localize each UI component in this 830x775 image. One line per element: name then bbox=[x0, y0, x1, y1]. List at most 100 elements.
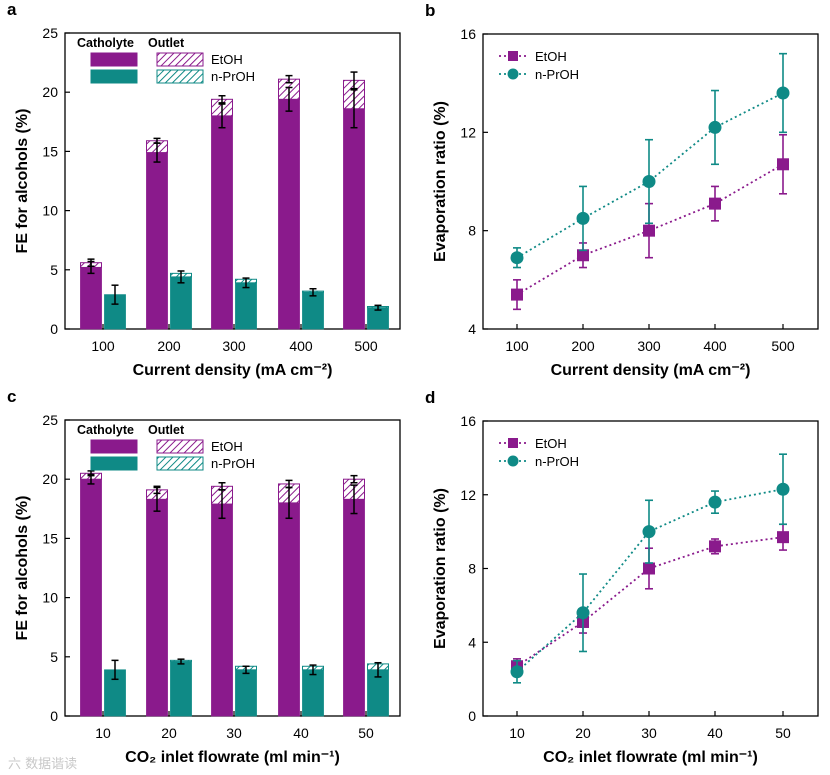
bar-etoh-catholyte bbox=[80, 478, 102, 717]
y-tick-label: 0 bbox=[50, 708, 58, 724]
panel-c: 0 5 10 15 20 25 10 20 30 40 50 CO₂ inlet flowrate (… bbox=[7, 387, 401, 766]
series-line-etoh bbox=[516, 163, 784, 296]
legend-label: n-PrOH bbox=[211, 456, 255, 471]
x-tick-label: 40 bbox=[707, 725, 723, 741]
y-tick-label: 4 bbox=[468, 321, 476, 337]
y-tick-label: 12 bbox=[460, 124, 476, 140]
data-point-circle bbox=[776, 86, 790, 100]
panel-letter: a bbox=[7, 0, 17, 19]
x-axis-label: Current density (mA cm⁻²) bbox=[551, 362, 751, 379]
series-line-n-proh bbox=[516, 92, 784, 259]
x-tick-label: 50 bbox=[358, 725, 374, 741]
panel-letter: c bbox=[7, 387, 16, 406]
legend-swatch-outlet bbox=[156, 439, 204, 454]
data-point-circle bbox=[708, 120, 722, 134]
x-tick-label: 10 bbox=[509, 725, 525, 741]
y-tick-label: 8 bbox=[468, 223, 476, 239]
data-point-circle bbox=[510, 665, 524, 679]
x-tick-label: 40 bbox=[293, 725, 309, 741]
bar-etoh-catholyte bbox=[146, 498, 168, 717]
y-axis-label: FE for alcohols (%) bbox=[14, 496, 31, 641]
data-point-circle bbox=[576, 606, 590, 620]
x-tick-label: 30 bbox=[226, 725, 242, 741]
x-tick-label: 300 bbox=[222, 338, 246, 354]
y-tick-label: 10 bbox=[42, 203, 58, 219]
bar-etoh-catholyte bbox=[343, 498, 365, 717]
bar-etoh-catholyte bbox=[343, 108, 365, 330]
data-point-circle bbox=[642, 525, 656, 539]
x-tick-label: 20 bbox=[161, 725, 177, 741]
legend-header-outlet: Outlet bbox=[148, 36, 185, 50]
data-point-square bbox=[643, 562, 655, 575]
y-axis-label: FE for alcohols (%) bbox=[14, 109, 31, 254]
y-tick-label: 16 bbox=[460, 26, 476, 42]
data-point-square bbox=[777, 531, 789, 544]
bar-n-proh-catholyte bbox=[235, 669, 257, 717]
data-point-square bbox=[777, 158, 789, 171]
bar-n-proh-catholyte bbox=[302, 291, 324, 330]
legend-swatch-catholyte bbox=[90, 69, 138, 84]
y-tick-label: 5 bbox=[50, 262, 58, 278]
legend-marker-circle bbox=[507, 455, 519, 467]
legend-swatch-catholyte bbox=[90, 439, 138, 454]
x-tick-label: 10 bbox=[95, 725, 111, 741]
bar-etoh-catholyte bbox=[80, 267, 102, 330]
data-point-circle bbox=[576, 211, 590, 225]
x-tick-label: 20 bbox=[575, 725, 591, 741]
data-point-square bbox=[709, 197, 721, 210]
legend-swatch-catholyte bbox=[90, 456, 138, 471]
x-tick-label: 100 bbox=[91, 338, 115, 354]
bar-etoh-catholyte bbox=[146, 152, 168, 330]
panel-letter: d bbox=[425, 388, 435, 407]
bar-etoh-catholyte bbox=[278, 98, 300, 330]
legend-label: n-PrOH bbox=[211, 69, 255, 84]
y-tick-label: 20 bbox=[42, 84, 58, 100]
x-tick-label: 200 bbox=[571, 338, 595, 354]
legend-label: n-PrOH bbox=[535, 67, 579, 82]
x-tick-label: 400 bbox=[703, 338, 727, 354]
bar-n-proh-catholyte bbox=[367, 307, 389, 330]
y-tick-label: 25 bbox=[42, 412, 58, 428]
y-tick-label: 12 bbox=[460, 487, 476, 503]
bar-etoh-catholyte bbox=[278, 502, 300, 717]
x-tick-label: 500 bbox=[354, 338, 378, 354]
data-point-circle bbox=[776, 482, 790, 496]
bar-n-proh-catholyte bbox=[170, 276, 192, 330]
y-tick-label: 4 bbox=[468, 634, 476, 650]
x-tick-label: 30 bbox=[641, 725, 657, 741]
x-tick-label: 500 bbox=[771, 338, 795, 354]
plot-frame bbox=[482, 33, 819, 330]
y-tick-label: 16 bbox=[460, 413, 476, 429]
y-tick-label: 15 bbox=[42, 143, 58, 159]
legend-marker-circle bbox=[507, 68, 519, 80]
y-axis-label: Evaporation ratio (%) bbox=[432, 488, 449, 649]
y-tick-label: 8 bbox=[468, 561, 476, 577]
data-point-circle bbox=[708, 495, 722, 509]
panel-a: 0 5 10 15 20 25 100 200 300 400 500 Current density… bbox=[7, 0, 401, 379]
bar-n-proh-catholyte bbox=[302, 669, 324, 717]
legend-label: n-PrOH bbox=[535, 454, 579, 469]
legend-label: EtOH bbox=[535, 436, 567, 451]
x-tick-label: 50 bbox=[775, 725, 791, 741]
legend-swatch-catholyte bbox=[90, 52, 138, 67]
legend-label: EtOH bbox=[535, 49, 567, 64]
y-tick-label: 25 bbox=[42, 25, 58, 41]
legend-header-catholyte: Catholyte bbox=[77, 36, 134, 50]
legend-swatch-outlet bbox=[156, 456, 204, 471]
watermark: 六 数据谐读 bbox=[8, 757, 77, 772]
y-tick-label: 0 bbox=[468, 708, 476, 724]
y-tick-label: 10 bbox=[42, 590, 58, 606]
bar-n-proh-catholyte bbox=[170, 661, 192, 717]
x-axis-label: Current density (mA cm⁻²) bbox=[133, 362, 333, 379]
bar-etoh-catholyte bbox=[211, 115, 233, 330]
legend-marker-square bbox=[508, 51, 518, 61]
y-tick-label: 20 bbox=[42, 471, 58, 487]
legend-label: EtOH bbox=[211, 439, 243, 454]
data-point-square bbox=[709, 540, 721, 553]
data-point-circle bbox=[510, 251, 524, 265]
x-tick-label: 300 bbox=[637, 338, 661, 354]
legend-marker-square bbox=[508, 438, 518, 448]
panel-letter: b bbox=[425, 1, 435, 20]
bar-n-proh-catholyte bbox=[235, 282, 257, 330]
data-point-square bbox=[643, 224, 655, 237]
